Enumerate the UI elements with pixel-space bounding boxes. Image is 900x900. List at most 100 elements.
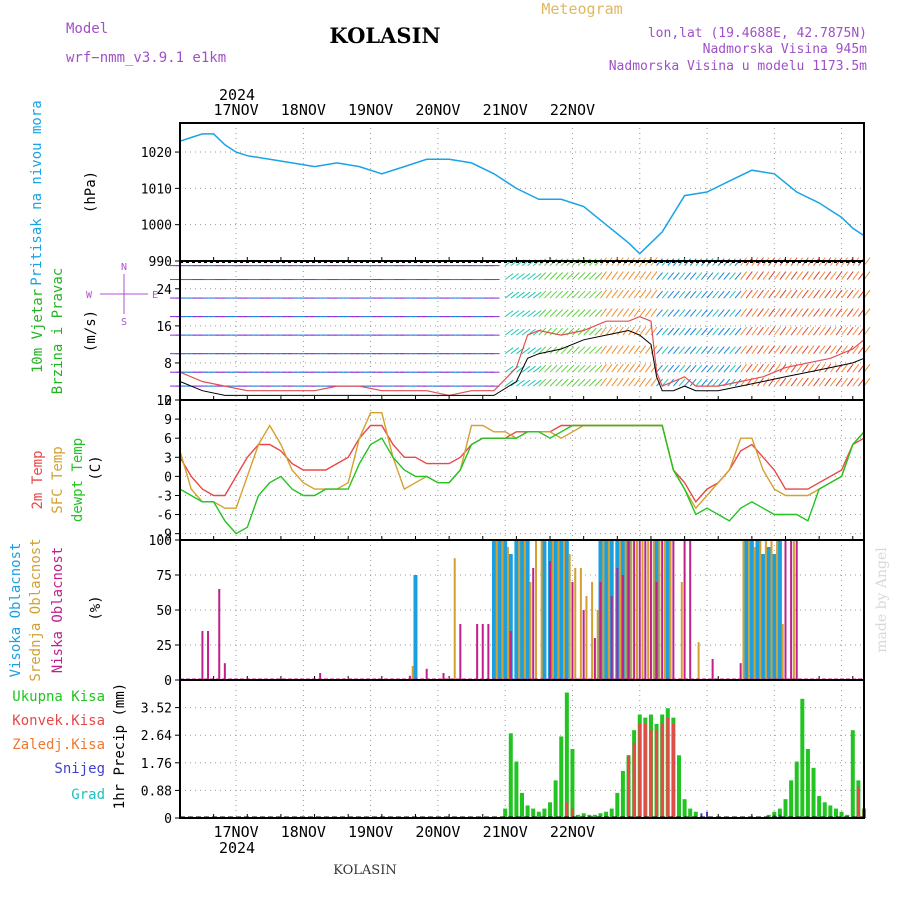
cloud-bar-1 [506,547,509,680]
wind-barb [583,346,592,355]
wind-barb [572,364,580,373]
panel-wind: 0 8 16 24 [156,257,871,409]
wind-barb [684,327,691,336]
cloud-bar-1 [641,540,644,680]
cloud-bar-1 [742,540,745,680]
cloud-bar-1 [411,666,414,680]
cloud-bar-1 [453,558,456,680]
pressure-legend: Pritisak na nivou mora [29,100,45,285]
wind-barb [740,271,748,280]
wind-barb [661,364,669,373]
precip-bar-0 [525,805,530,818]
cloud-bar-1 [535,540,538,680]
wind-barb [588,258,597,266]
wind-barb [734,309,742,317]
wind-barb [661,309,669,317]
wind-barb [785,345,792,354]
precip-bar-1 [565,802,569,818]
wind-barb [841,326,848,336]
wind-barb [583,258,592,266]
precip-legend-total: Ukupna Kisa [12,689,105,705]
wind-barb [829,326,837,336]
wind-ytick-label: 24 [156,283,172,298]
wind-barb [745,271,753,280]
wind-barb [577,327,586,336]
wind-barb [588,309,597,317]
wind-barb [628,377,635,387]
precip-bar-0 [817,796,822,818]
wind-barb [801,345,809,354]
wind-barb [644,345,652,354]
cloud-bar-2 [201,631,204,680]
wind-barb [504,291,514,299]
wind-barb [560,327,569,336]
cloud-bar-1 [551,540,554,680]
cloud-bar-1 [748,540,751,680]
cloud-bar-1 [658,540,661,680]
cloud-bar-2 [207,631,210,680]
cloud-bar-1 [776,540,779,680]
wind-barb [544,272,552,280]
cloud-bar-0 [520,540,524,680]
wind-barb [583,378,592,387]
wind-barb [734,364,742,373]
wind-barb [723,346,731,354]
precip-bar-0 [805,749,810,818]
wind-barb [790,377,798,387]
panel-frame-4 [179,679,865,819]
wind-barb [785,271,792,280]
wind-barb [504,347,514,355]
wind-barb [684,346,691,354]
wind-barb [672,290,680,299]
wind-barb [672,364,680,373]
wind-barb [785,326,792,336]
wind-barb [801,326,809,336]
clouds-ytick-label: 50 [156,604,172,619]
wind-barb [678,258,686,266]
cloud-legend-low: Niska Oblacnost [50,547,66,673]
pressure-line [179,133,865,255]
cloud-bar-2 [627,540,630,680]
wind-barb [841,271,848,280]
wind-barb [678,364,686,373]
wind-barb [594,258,603,266]
wind-barb [729,272,736,280]
cloud-bar-2 [599,582,602,680]
wind-barb [773,326,781,336]
cloud-bar-0 [553,540,558,680]
wind-barb [633,345,641,354]
wind-barb [829,345,837,354]
wind-barb [790,326,798,336]
precip-bar-0 [604,811,609,818]
wind-barb [706,290,714,299]
precip-legend-snow: Snijeg [54,761,105,777]
wind-barb [656,309,663,317]
wind-barb [852,289,860,299]
wind-barb [667,258,675,266]
wind-barb [689,258,697,266]
cloud-bar-0 [413,575,418,680]
top-x-tick-label: 18NOV [281,101,326,119]
wind-barb [560,290,569,299]
wind-barb [689,272,697,280]
wind-barb [841,377,848,387]
cloud-bar-1 [764,540,767,680]
wind-barb [773,377,781,387]
wind-barb [532,273,542,280]
pressure-ytick-label: 1010 [141,182,172,197]
cloud-bar-1 [518,540,521,680]
temp-line-1 [179,412,865,510]
wind-barb [729,346,736,354]
wind-barb [706,364,714,373]
panel-pressure: 990 1000 1010 1020 [141,123,865,270]
wind-barb [695,309,703,317]
wind-legend-2: Brzina i Pravac [50,268,66,394]
wind-barb [639,308,647,317]
cloud-bar-1 [523,540,526,680]
clouds-ytick-label: 100 [149,534,172,549]
wind-barb [510,347,520,355]
panel-precipitation: 0 0.88 1.76 2.64 3.52 [141,680,866,827]
cloud-bar-2 [442,673,445,680]
wind-barb [672,378,680,387]
wind-barb [544,327,552,336]
